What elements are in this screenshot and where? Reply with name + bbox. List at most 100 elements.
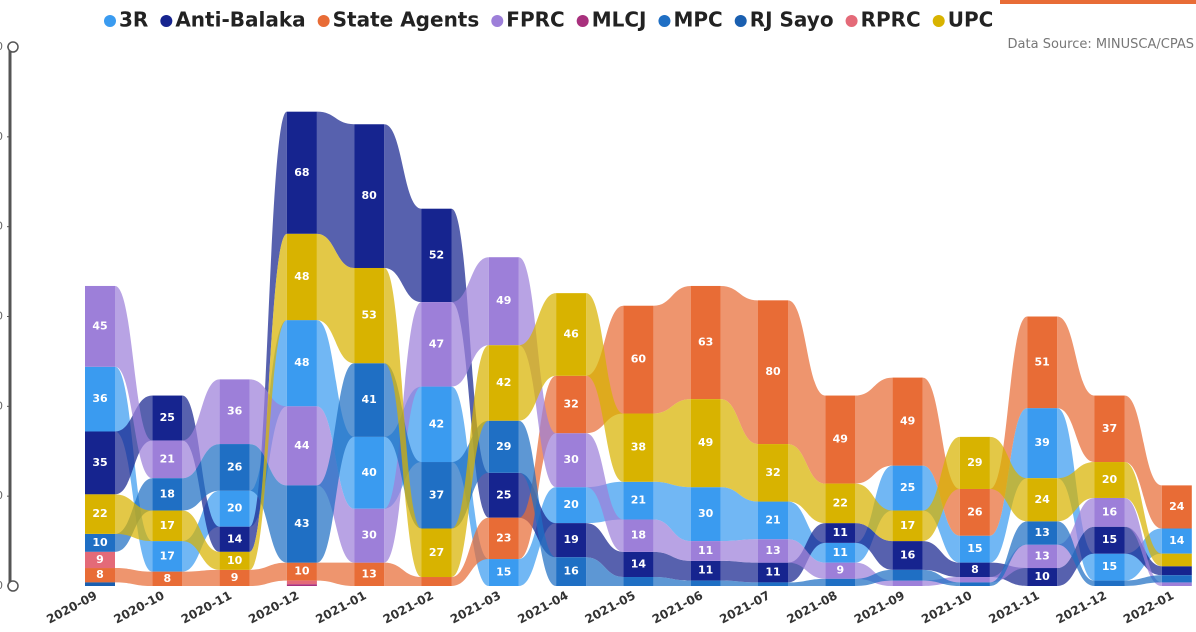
ribbon [182,379,220,479]
value-label: 20 [563,498,579,511]
segment [421,302,452,387]
value-label: 25 [496,488,511,501]
axis-end [7,580,19,592]
x-tick-label: 2021-10 [919,588,974,626]
segment [1161,553,1192,567]
segment [1094,497,1125,527]
segment [85,568,115,583]
segment [354,508,385,563]
value-label: 16 [563,565,579,578]
segment [219,490,250,527]
ribbon [316,111,355,268]
ribbon [518,420,557,586]
x-tick-label: 2021-01 [313,588,368,626]
segment [892,580,923,586]
segment [623,519,654,552]
ribbon [720,399,758,502]
value-label: 15 [496,566,511,579]
segment [556,433,587,488]
segment [892,510,923,542]
value-label: 40 [362,466,378,479]
segment [421,386,452,463]
ribbon [518,293,557,421]
value-label: 38 [631,441,646,454]
segment [152,510,183,542]
segment [1094,526,1125,554]
segment [152,395,183,441]
segment [690,487,721,542]
segment [758,539,788,563]
x-tick-label: 2021-11 [986,588,1041,626]
x-tick-label: 2021-04 [515,588,570,626]
ribbon [586,433,624,552]
segment [421,577,452,586]
ribbon [316,320,355,509]
segment [488,420,519,473]
segment [959,577,990,583]
segment [286,584,317,586]
value-label: 52 [429,248,444,261]
legend-label: RJ Sayo [750,8,834,32]
x-tick-label: 2020-11 [179,588,234,626]
ribbon [249,562,287,586]
value-label: 46 [563,327,579,340]
value-label: 13 [765,544,780,557]
value-label: 11 [765,566,780,579]
value-label: 20 [1102,473,1118,486]
ribbon [855,569,893,586]
ribbon [115,366,153,572]
segment [85,533,115,552]
segment [354,267,385,364]
value-label: 27 [429,546,444,559]
value-label: 49 [698,436,713,449]
value-label: 80 [362,189,378,202]
value-label: 29 [496,440,511,453]
segment [1161,566,1192,576]
segment [758,562,788,583]
value-label: 18 [631,529,646,542]
ribbon [855,377,893,484]
ribbon [720,580,758,586]
legend-label: UPC [948,8,994,32]
segment [354,562,385,586]
value-label: 17 [160,519,175,532]
y-tick-label: 100 [0,399,3,412]
x-tick-label: 2021-07 [717,588,772,626]
segment [623,551,654,578]
ribbon [1124,575,1162,586]
x-tick-label: 2021-08 [785,588,840,626]
ribbon [653,399,691,488]
value-label: 8 [96,568,104,581]
segment [892,541,923,570]
segment [623,413,654,482]
value-label: 14 [1169,534,1185,547]
segment [1027,478,1058,522]
x-tick-label: 2021-05 [583,588,638,626]
segment [152,478,183,511]
segment [1094,462,1125,498]
value-label: 30 [563,453,579,466]
legend-label: FPRC [506,8,564,32]
value-label: 16 [900,548,916,561]
segment [85,366,115,432]
ribbon [316,562,355,586]
segment [1161,582,1192,586]
value-label: 63 [698,336,713,349]
ribbon [653,577,691,586]
x-tick-label: 2020-09 [44,588,99,626]
segment [825,542,856,563]
ribbon [720,539,758,563]
ribbon [1124,462,1162,567]
value-label: 8 [163,572,171,585]
segment [488,472,519,518]
ribbon [384,124,422,303]
segment [219,569,250,586]
segment [488,517,519,560]
segment [892,465,923,511]
legend-marker [104,15,116,27]
segment [286,562,317,581]
legend-label: State Agents [333,8,480,32]
y-tick-label: 250 [0,130,3,143]
segment [1027,568,1058,586]
